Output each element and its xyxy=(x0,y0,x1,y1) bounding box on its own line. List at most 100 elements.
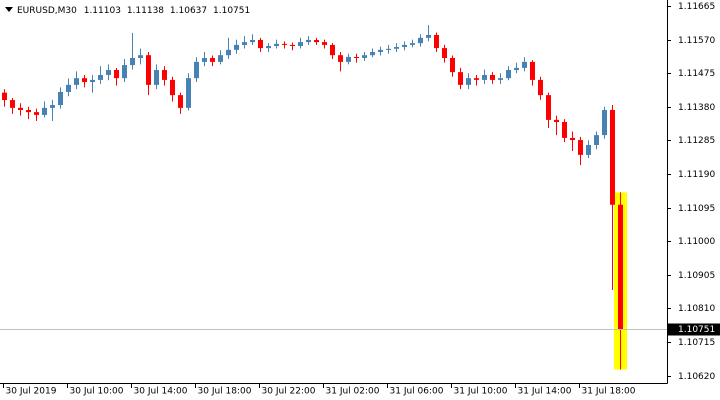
price-label: 1.10751 xyxy=(678,325,715,335)
candle-body xyxy=(554,119,559,123)
y-tick-label: 1.10715 xyxy=(678,338,715,348)
x-tick-label: 31 Jul 18:00 xyxy=(582,387,636,397)
low: 1.10637 xyxy=(170,6,207,16)
candle-body xyxy=(538,79,543,96)
candle-body xyxy=(618,204,623,330)
candle-body xyxy=(314,39,319,43)
x-tick-label: 30 Jul 14:00 xyxy=(134,387,188,397)
y-tick-label: 1.11665 xyxy=(678,2,715,12)
candle-body xyxy=(418,37,423,44)
candle-body xyxy=(258,39,263,49)
candle-body xyxy=(386,48,391,50)
high: 1.11138 xyxy=(127,6,164,16)
candle-body xyxy=(266,45,271,49)
candle-body xyxy=(98,74,103,80)
candle-body xyxy=(282,43,287,45)
candle-body xyxy=(178,95,183,108)
y-tick-label: 1.11285 xyxy=(678,136,715,146)
candle-body xyxy=(490,74,495,80)
x-tick-label: 30 Jul 10:00 xyxy=(70,387,124,397)
y-tick-label: 1.10810 xyxy=(678,304,715,314)
candle-body xyxy=(18,107,23,110)
candle-body xyxy=(26,109,31,113)
y-tick-label: 1.11000 xyxy=(678,237,715,247)
candle-body xyxy=(218,55,223,62)
candle-body xyxy=(274,43,279,46)
candle-body xyxy=(250,39,255,43)
candle-body xyxy=(186,78,191,108)
candle-body xyxy=(170,79,175,96)
candle-body xyxy=(458,72,463,85)
candle-body xyxy=(2,92,7,101)
y-tick-label: 1.11095 xyxy=(678,204,715,214)
candle-body xyxy=(514,67,519,71)
candle-body xyxy=(338,55,343,62)
candle-body xyxy=(34,112,39,115)
candle-body xyxy=(594,135,599,145)
candle-body xyxy=(10,100,15,108)
candle-body xyxy=(130,57,135,66)
candle-body xyxy=(162,70,167,80)
candle-body xyxy=(114,70,119,79)
candle-body xyxy=(442,48,447,58)
candle-body xyxy=(570,137,575,141)
open: 1.11103 xyxy=(84,6,121,16)
x-tick-label: 30 Jul 18:00 xyxy=(198,387,252,397)
candle-body xyxy=(58,91,63,106)
x-tick-label: 31 Jul 14:00 xyxy=(518,387,572,397)
y-tick-label: 1.11475 xyxy=(678,69,715,79)
candle-body xyxy=(90,79,95,83)
candle-body xyxy=(498,78,503,80)
candle-body xyxy=(74,78,79,85)
candle-body xyxy=(602,109,607,136)
candle-body xyxy=(146,55,151,85)
candle-body xyxy=(394,47,399,49)
x-tick-label: 31 Jul 06:00 xyxy=(390,387,444,397)
candle-body xyxy=(194,61,199,79)
candle-body xyxy=(210,57,215,62)
x-tick-label: 31 Jul 10:00 xyxy=(454,387,508,397)
candle-body xyxy=(402,44,407,48)
candle-body xyxy=(322,42,327,45)
candle-body xyxy=(50,105,55,108)
y-tick-label: 1.11380 xyxy=(678,103,715,113)
y-tick-label: 1.10905 xyxy=(678,271,715,281)
candle-body xyxy=(154,70,159,85)
candle-body xyxy=(610,109,615,205)
candle-body xyxy=(354,56,359,58)
candle-body xyxy=(506,70,511,79)
candle-body xyxy=(106,70,111,75)
candle-body xyxy=(410,43,415,45)
candle-body xyxy=(290,44,295,46)
menu-arrow[interactable] xyxy=(5,7,13,12)
symbol: EURUSD,M30 xyxy=(17,6,77,16)
candle-body xyxy=(426,35,431,38)
candle-body xyxy=(378,49,383,52)
candle-body xyxy=(242,42,247,45)
x-tick-label: 30 Jul 2019 xyxy=(6,387,57,397)
candle-body xyxy=(202,57,207,62)
candle-body xyxy=(546,95,551,120)
candle-body xyxy=(530,61,535,80)
price-label-bg xyxy=(668,323,720,336)
close: 1.10751 xyxy=(213,6,250,16)
candle-body xyxy=(226,49,231,56)
candle-body xyxy=(66,84,71,92)
candle-body xyxy=(522,61,527,68)
candle-body xyxy=(234,44,239,50)
candle-body xyxy=(362,55,367,58)
candle-body xyxy=(434,35,439,49)
x-tick-label: 31 Jul 02:00 xyxy=(326,387,380,397)
candle-body xyxy=(298,42,303,46)
candle-body xyxy=(466,78,471,85)
candle-body xyxy=(562,122,567,138)
candle-body xyxy=(474,78,479,80)
candle-body xyxy=(482,74,487,80)
candle-body xyxy=(346,56,351,62)
x-tick-label: 30 Jul 22:00 xyxy=(262,387,316,397)
y-tick-label: 1.11570 xyxy=(678,36,715,46)
y-tick-label: 1.11190 xyxy=(678,170,715,180)
